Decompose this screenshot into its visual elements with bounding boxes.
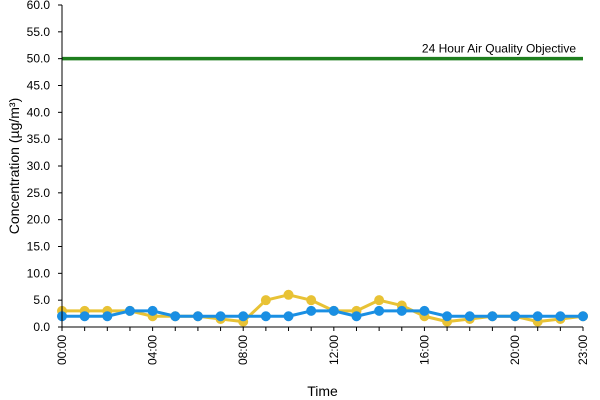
data-point	[283, 311, 294, 322]
series-2	[57, 305, 588, 322]
x-axis-title: Time	[307, 383, 338, 399]
data-point	[192, 311, 203, 322]
series-layer	[57, 289, 588, 327]
data-point	[351, 311, 362, 322]
y-tick-label: 5.0	[33, 293, 50, 307]
y-tick-label: 25.0	[27, 186, 51, 200]
y-tick-label: 50.0	[27, 52, 51, 66]
data-point	[374, 295, 385, 306]
y-tick-label: 20.0	[27, 213, 51, 227]
data-point	[147, 305, 158, 316]
y-axis-title: Concentration (µg/m³)	[6, 98, 22, 234]
data-point	[419, 305, 430, 316]
y-axis-ticks: 0.0 5.0 10.0 15.0 20.0 25.0 30.0 35.0 40.0 45.0 50…	[27, 0, 62, 334]
data-point	[328, 305, 339, 316]
data-point	[396, 305, 407, 316]
data-point	[374, 305, 385, 316]
x-tick-label: 23:00	[576, 335, 590, 365]
x-tick-label: 20:00	[508, 335, 522, 365]
y-tick-label: 35.0	[27, 132, 51, 146]
data-point	[487, 311, 498, 322]
x-tick-label: 12:00	[327, 335, 341, 365]
y-tick-label: 55.0	[27, 25, 51, 39]
x-tick-label: 16:00	[417, 335, 431, 365]
data-point	[442, 311, 453, 322]
y-tick-label: 0.0	[33, 320, 50, 334]
data-point	[510, 311, 521, 322]
y-tick-label: 15.0	[27, 240, 51, 254]
data-point	[306, 305, 317, 316]
y-tick-label: 30.0	[27, 159, 51, 173]
series-1	[57, 289, 588, 327]
y-tick-label: 45.0	[27, 79, 51, 93]
data-point	[283, 289, 294, 300]
data-point	[102, 311, 113, 322]
y-tick-label: 10.0	[27, 266, 51, 280]
x-tick-label: 00:00	[55, 335, 69, 365]
data-point	[306, 295, 317, 306]
data-point	[260, 311, 271, 322]
y-tick-label: 60.0	[27, 0, 51, 12]
objective-line-group: 24 Hour Air Quality Objective	[62, 42, 583, 61]
x-axis-ticks: 00:00 04:00 08:00 12:00 16:00 20:00 23:00	[55, 327, 590, 365]
data-point	[260, 295, 271, 306]
x-tick-label: 04:00	[146, 335, 160, 365]
data-point	[238, 311, 249, 322]
data-point	[124, 305, 135, 316]
air-quality-objective-label: 24 Hour Air Quality Objective	[422, 42, 576, 56]
x-tick-label: 08:00	[236, 335, 250, 365]
y-tick-label: 40.0	[27, 105, 51, 119]
data-point	[464, 311, 475, 322]
data-point	[79, 311, 90, 322]
data-point	[578, 311, 588, 322]
data-point	[170, 311, 181, 322]
data-point	[555, 311, 566, 322]
data-point	[215, 311, 226, 322]
data-point	[532, 311, 543, 322]
